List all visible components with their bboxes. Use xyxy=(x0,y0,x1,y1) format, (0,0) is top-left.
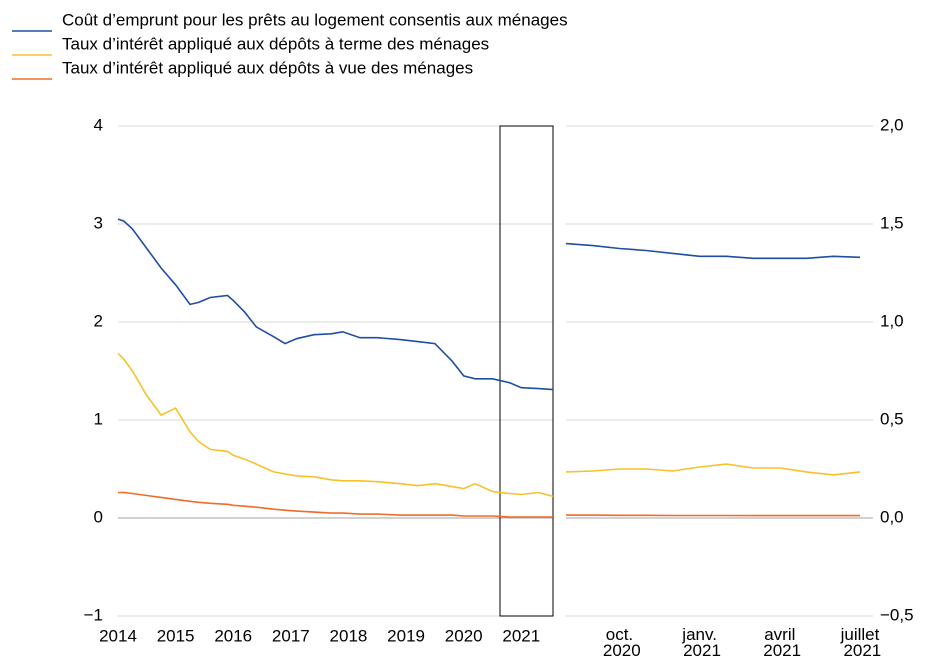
series-line xyxy=(117,352,554,498)
y2-tick-label: 2,0 xyxy=(880,115,904,134)
legend-label: Taux d’intérêt appliqué aux dépôts à ter… xyxy=(62,34,489,53)
y-tick-label: 3 xyxy=(94,213,103,232)
series-line xyxy=(566,514,860,517)
x-tick-label: 2019 xyxy=(387,626,425,645)
x-tick-label: avril 2021 xyxy=(759,625,802,660)
x-tick-label: janv. 2021 xyxy=(678,625,721,660)
legend-label: Taux d’intérêt appliqué aux dépôts à vue… xyxy=(62,58,473,77)
y-tick-label: −1 xyxy=(84,605,103,624)
y2-tick-label: 1,0 xyxy=(880,311,904,330)
x-tick-label: 2017 xyxy=(272,626,310,645)
x-tick-label: oct. 2020 xyxy=(598,625,641,660)
x-tick-label: 2015 xyxy=(157,626,195,645)
y2-tick-label: 0,5 xyxy=(880,409,904,428)
y2-tick-label: −0,5 xyxy=(880,605,914,624)
highlight-box xyxy=(499,125,554,617)
series-line xyxy=(117,218,554,391)
x-tick-label: 2021 xyxy=(502,626,540,645)
x-tick-label: juillet 2021 xyxy=(839,625,882,660)
x-tick-label: 2018 xyxy=(330,626,368,645)
x-tick-label: 2016 xyxy=(214,626,252,645)
y2-tick-label: 0,0 xyxy=(880,507,904,526)
series-line xyxy=(118,491,553,518)
series-layer xyxy=(117,218,861,518)
y-tick-label: 2 xyxy=(94,311,103,330)
y2-tick-label: 1,5 xyxy=(880,213,904,232)
series-line xyxy=(565,463,861,476)
series-line xyxy=(565,242,861,260)
y-tick-label: 4 xyxy=(94,115,103,134)
legend-label: Coût d’emprunt pour les prêts au logemen… xyxy=(62,10,568,29)
y-tick-label: 0 xyxy=(94,507,103,526)
x-tick-label: 2020 xyxy=(445,626,483,645)
x-tick-label: 2014 xyxy=(99,626,137,645)
y-tick-label: 1 xyxy=(94,409,103,428)
